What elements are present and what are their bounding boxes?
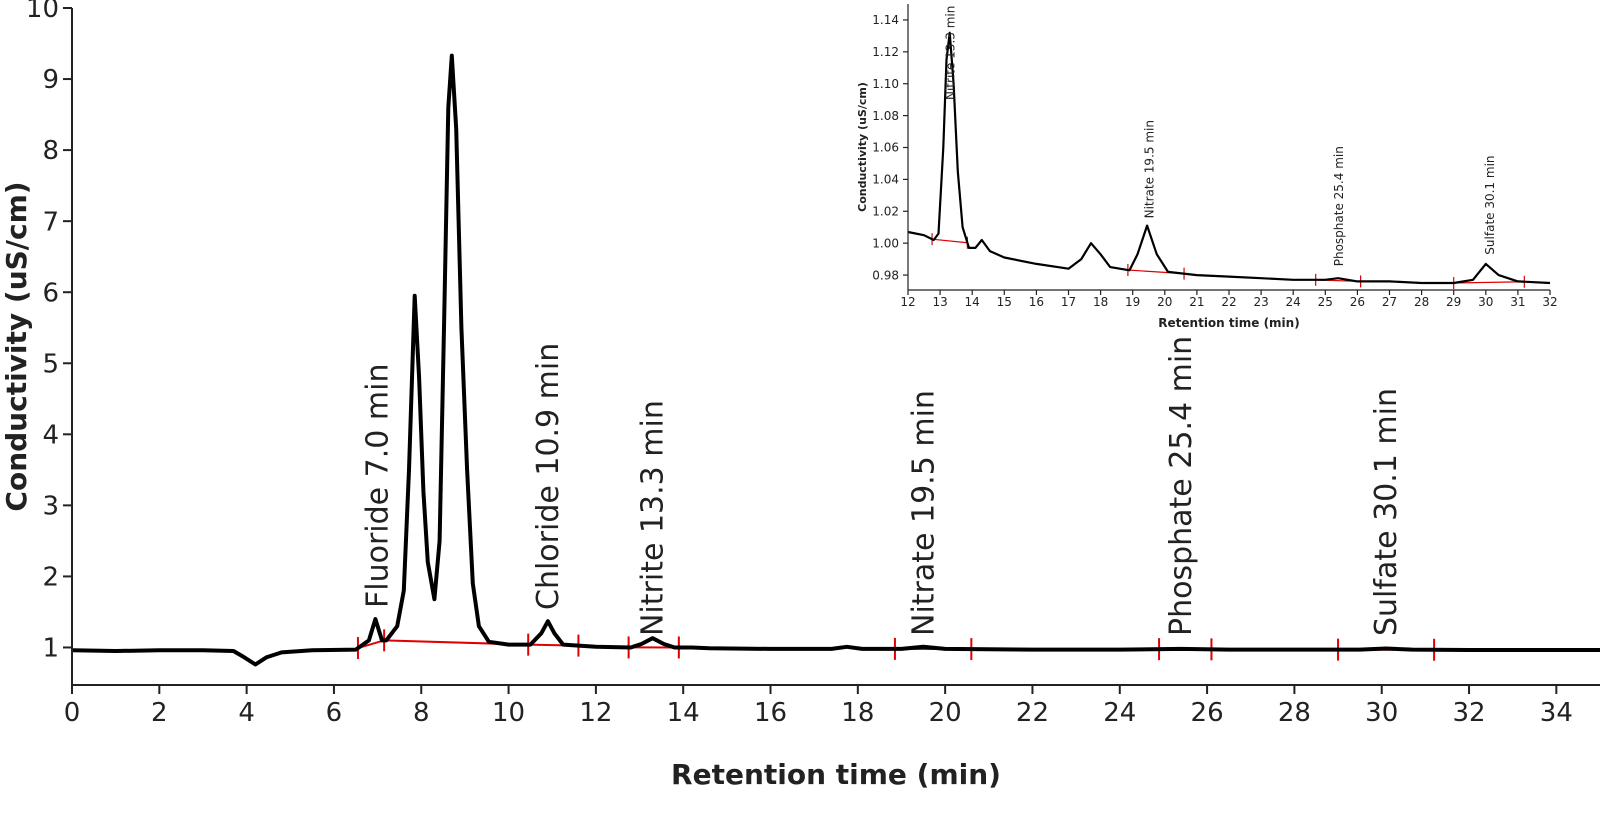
- main-y-tick-label: 8: [42, 136, 59, 166]
- inset-y-tick-label: 0.98: [872, 268, 899, 282]
- main-x-tick-label: 20: [929, 698, 962, 728]
- inset-y-tick-label: 1.02: [872, 204, 899, 218]
- main-peak-label: Nitrate 19.5 min: [906, 390, 941, 636]
- inset-x-tick-label: 32: [1542, 295, 1557, 309]
- inset-x-tick-label: 20: [1157, 295, 1172, 309]
- inset-x-tick-label: 24: [1286, 295, 1301, 309]
- inset-y-ticks: 0.98 1.00 1.02 1.04 1.06 1.08 1.10 1.12 1.14: [872, 13, 908, 282]
- main-x-tick-label: 32: [1452, 698, 1485, 728]
- inset-trace-line: [908, 33, 1550, 283]
- inset-x-tick-label: 31: [1510, 295, 1525, 309]
- inset-x-tick-label: 22: [1221, 295, 1236, 309]
- main-y-tick-label: 6: [42, 278, 59, 308]
- main-peak-annotations: Fluoride 7.0 min Chloride 10.9 min Nitrite…: [361, 336, 1404, 636]
- inset-x-tick-label: 23: [1253, 295, 1268, 309]
- main-y-tick-label: 7: [42, 207, 59, 237]
- main-x-tick-label: 28: [1278, 698, 1311, 728]
- inset-y-tick-label: 1.10: [872, 77, 899, 91]
- main-x-tick-label: 14: [667, 698, 700, 728]
- inset-x-ticks: 12 13 14 15 16 17 18 19 20 21 22 23 24 25 26 27 28 29 30 31…: [900, 290, 1557, 309]
- main-peak-label: Sulfate 30.1 min: [1369, 388, 1404, 636]
- main-x-tick-label: 12: [579, 698, 612, 728]
- inset-x-tick-label: 13: [932, 295, 947, 309]
- inset-x-tick-label: 25: [1318, 295, 1333, 309]
- inset-x-tick-label: 30: [1478, 295, 1493, 309]
- inset-y-tick-label: 1.00: [872, 236, 899, 250]
- inset-y-tick-label: 1.04: [872, 173, 899, 187]
- inset-x-tick-label: 12: [900, 295, 915, 309]
- main-x-tick-label: 4: [238, 698, 255, 728]
- inset-trace-group: [908, 33, 1550, 283]
- inset-x-tick-label: 17: [1061, 295, 1076, 309]
- main-x-tick-label: 0: [64, 698, 81, 728]
- inset-x-tick-label: 27: [1382, 295, 1397, 309]
- main-peak-label: Fluoride 7.0 min: [361, 364, 396, 608]
- inset-x-tick-label: 19: [1125, 295, 1140, 309]
- inset-x-tick-label: 18: [1093, 295, 1108, 309]
- main-x-tick-label: 26: [1191, 698, 1224, 728]
- inset-x-tick-label: 15: [997, 295, 1012, 309]
- main-y-tick-label: 5: [42, 349, 59, 379]
- inset-x-tick-label: 26: [1350, 295, 1365, 309]
- main-y-axis-label: Conductivity (uS/cm): [0, 181, 33, 511]
- inset-peak-label: Nitrite 13.3 min: [944, 6, 958, 100]
- inset-y-tick-label: 1.14: [872, 13, 899, 27]
- main-y-tick-label: 9: [42, 65, 59, 95]
- main-x-tick-label: 6: [326, 698, 343, 728]
- inset-peak-annotations: Nitrite 13.3 min Nitrate 19.5 min Phosphat…: [944, 6, 1497, 267]
- main-y-tick-label: 1: [42, 634, 59, 664]
- main-x-tick-label: 22: [1016, 698, 1049, 728]
- main-x-axis-label: Retention time (min): [671, 758, 1001, 791]
- main-x-tick-label: 34: [1540, 698, 1573, 728]
- inset-y-tick-label: 1.12: [872, 45, 899, 59]
- main-x-tick-label: 16: [754, 698, 787, 728]
- inset-y-tick-label: 1.08: [872, 109, 899, 123]
- main-y-tick-label: 2: [42, 563, 59, 593]
- inset-x-tick-label: 29: [1446, 295, 1461, 309]
- inset-x-tick-label: 28: [1414, 295, 1429, 309]
- inset-peak-label: Nitrate 19.5 min: [1143, 120, 1157, 218]
- main-x-tick-label: 8: [413, 698, 430, 728]
- inset-baseline-segment: [932, 239, 967, 243]
- main-x-tick-label: 18: [841, 698, 874, 728]
- main-x-tick-label: 24: [1103, 698, 1136, 728]
- inset-x-axis-label: Retention time (min): [1158, 316, 1299, 330]
- main-peak-label: Nitrite 13.3 min: [636, 400, 671, 636]
- inset-peak-label: Sulfate 30.1 min: [1483, 155, 1497, 254]
- main-x-tick-label: 30: [1365, 698, 1398, 728]
- inset-x-tick-label: 14: [965, 295, 980, 309]
- main-x-tick-label: 2: [151, 698, 168, 728]
- main-peak-label: Chloride 10.9 min: [531, 343, 566, 610]
- main-y-tick-label: 3: [42, 491, 59, 521]
- inset-chart: 12 13 14 15 16 17 18 19 20 21 22 23 24 25 26 27 28 29 30 31…: [856, 4, 1558, 330]
- main-peak-label: Phosphate 25.4 min: [1164, 336, 1199, 636]
- inset-y-tick-label: 1.06: [872, 141, 899, 155]
- inset-x-tick-label: 21: [1189, 295, 1204, 309]
- main-y-tick-label: 10: [26, 0, 59, 24]
- inset-y-axis-label: Conductivity (uS/cm): [856, 82, 869, 212]
- main-x-tick-label: 10: [492, 698, 525, 728]
- inset-x-tick-label: 16: [1029, 295, 1044, 309]
- main-y-tick-label: 4: [42, 420, 59, 450]
- inset-peak-label: Phosphate 25.4 min: [1332, 146, 1346, 266]
